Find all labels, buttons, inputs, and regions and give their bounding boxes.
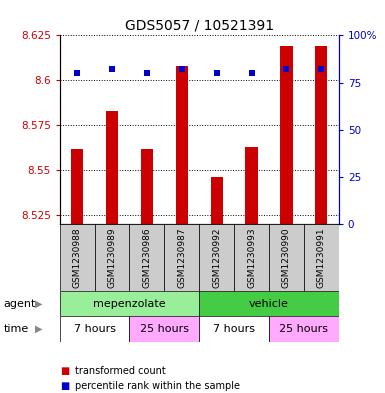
Bar xyxy=(176,66,188,224)
Bar xyxy=(129,224,164,291)
Text: ■: ■ xyxy=(60,381,69,391)
Bar xyxy=(234,224,269,291)
Bar xyxy=(129,316,199,342)
Text: GSM1230993: GSM1230993 xyxy=(247,227,256,288)
Text: percentile rank within the sample: percentile rank within the sample xyxy=(75,381,240,391)
Point xyxy=(179,66,185,72)
Bar xyxy=(269,316,339,342)
Text: GSM1230987: GSM1230987 xyxy=(177,227,186,288)
Text: 7 hours: 7 hours xyxy=(213,324,255,334)
Text: ■: ■ xyxy=(60,366,69,376)
Bar xyxy=(95,224,129,291)
Text: GSM1230989: GSM1230989 xyxy=(107,227,117,288)
Text: vehicle: vehicle xyxy=(249,299,289,309)
Title: GDS5057 / 10521391: GDS5057 / 10521391 xyxy=(125,19,274,33)
Text: 25 hours: 25 hours xyxy=(280,324,328,334)
Bar xyxy=(141,149,153,224)
Point xyxy=(109,66,115,72)
Text: 25 hours: 25 hours xyxy=(140,324,189,334)
Bar xyxy=(106,111,118,224)
Bar xyxy=(269,224,304,291)
Bar xyxy=(199,224,234,291)
Bar xyxy=(211,177,223,224)
Text: GSM1230991: GSM1230991 xyxy=(317,227,326,288)
Text: ▶: ▶ xyxy=(35,324,42,334)
Point xyxy=(74,70,80,76)
Bar xyxy=(60,291,199,316)
Bar xyxy=(60,224,95,291)
Bar xyxy=(280,46,293,224)
Bar xyxy=(71,149,83,224)
Bar xyxy=(315,46,328,224)
Text: GSM1230990: GSM1230990 xyxy=(282,227,291,288)
Text: ▶: ▶ xyxy=(35,299,42,309)
Text: time: time xyxy=(4,324,29,334)
Bar xyxy=(304,224,339,291)
Point xyxy=(248,70,254,76)
Point xyxy=(283,66,290,72)
Point xyxy=(214,70,220,76)
Bar xyxy=(199,316,269,342)
Bar xyxy=(199,291,339,316)
Text: GSM1230992: GSM1230992 xyxy=(212,227,221,288)
Text: transformed count: transformed count xyxy=(75,366,166,376)
Bar xyxy=(246,147,258,224)
Text: 7 hours: 7 hours xyxy=(74,324,116,334)
Text: mepenzolate: mepenzolate xyxy=(93,299,166,309)
Bar xyxy=(164,224,199,291)
Point xyxy=(144,70,150,76)
Text: GSM1230988: GSM1230988 xyxy=(73,227,82,288)
Bar xyxy=(60,316,129,342)
Text: GSM1230986: GSM1230986 xyxy=(142,227,151,288)
Point xyxy=(318,66,325,72)
Text: agent: agent xyxy=(4,299,36,309)
